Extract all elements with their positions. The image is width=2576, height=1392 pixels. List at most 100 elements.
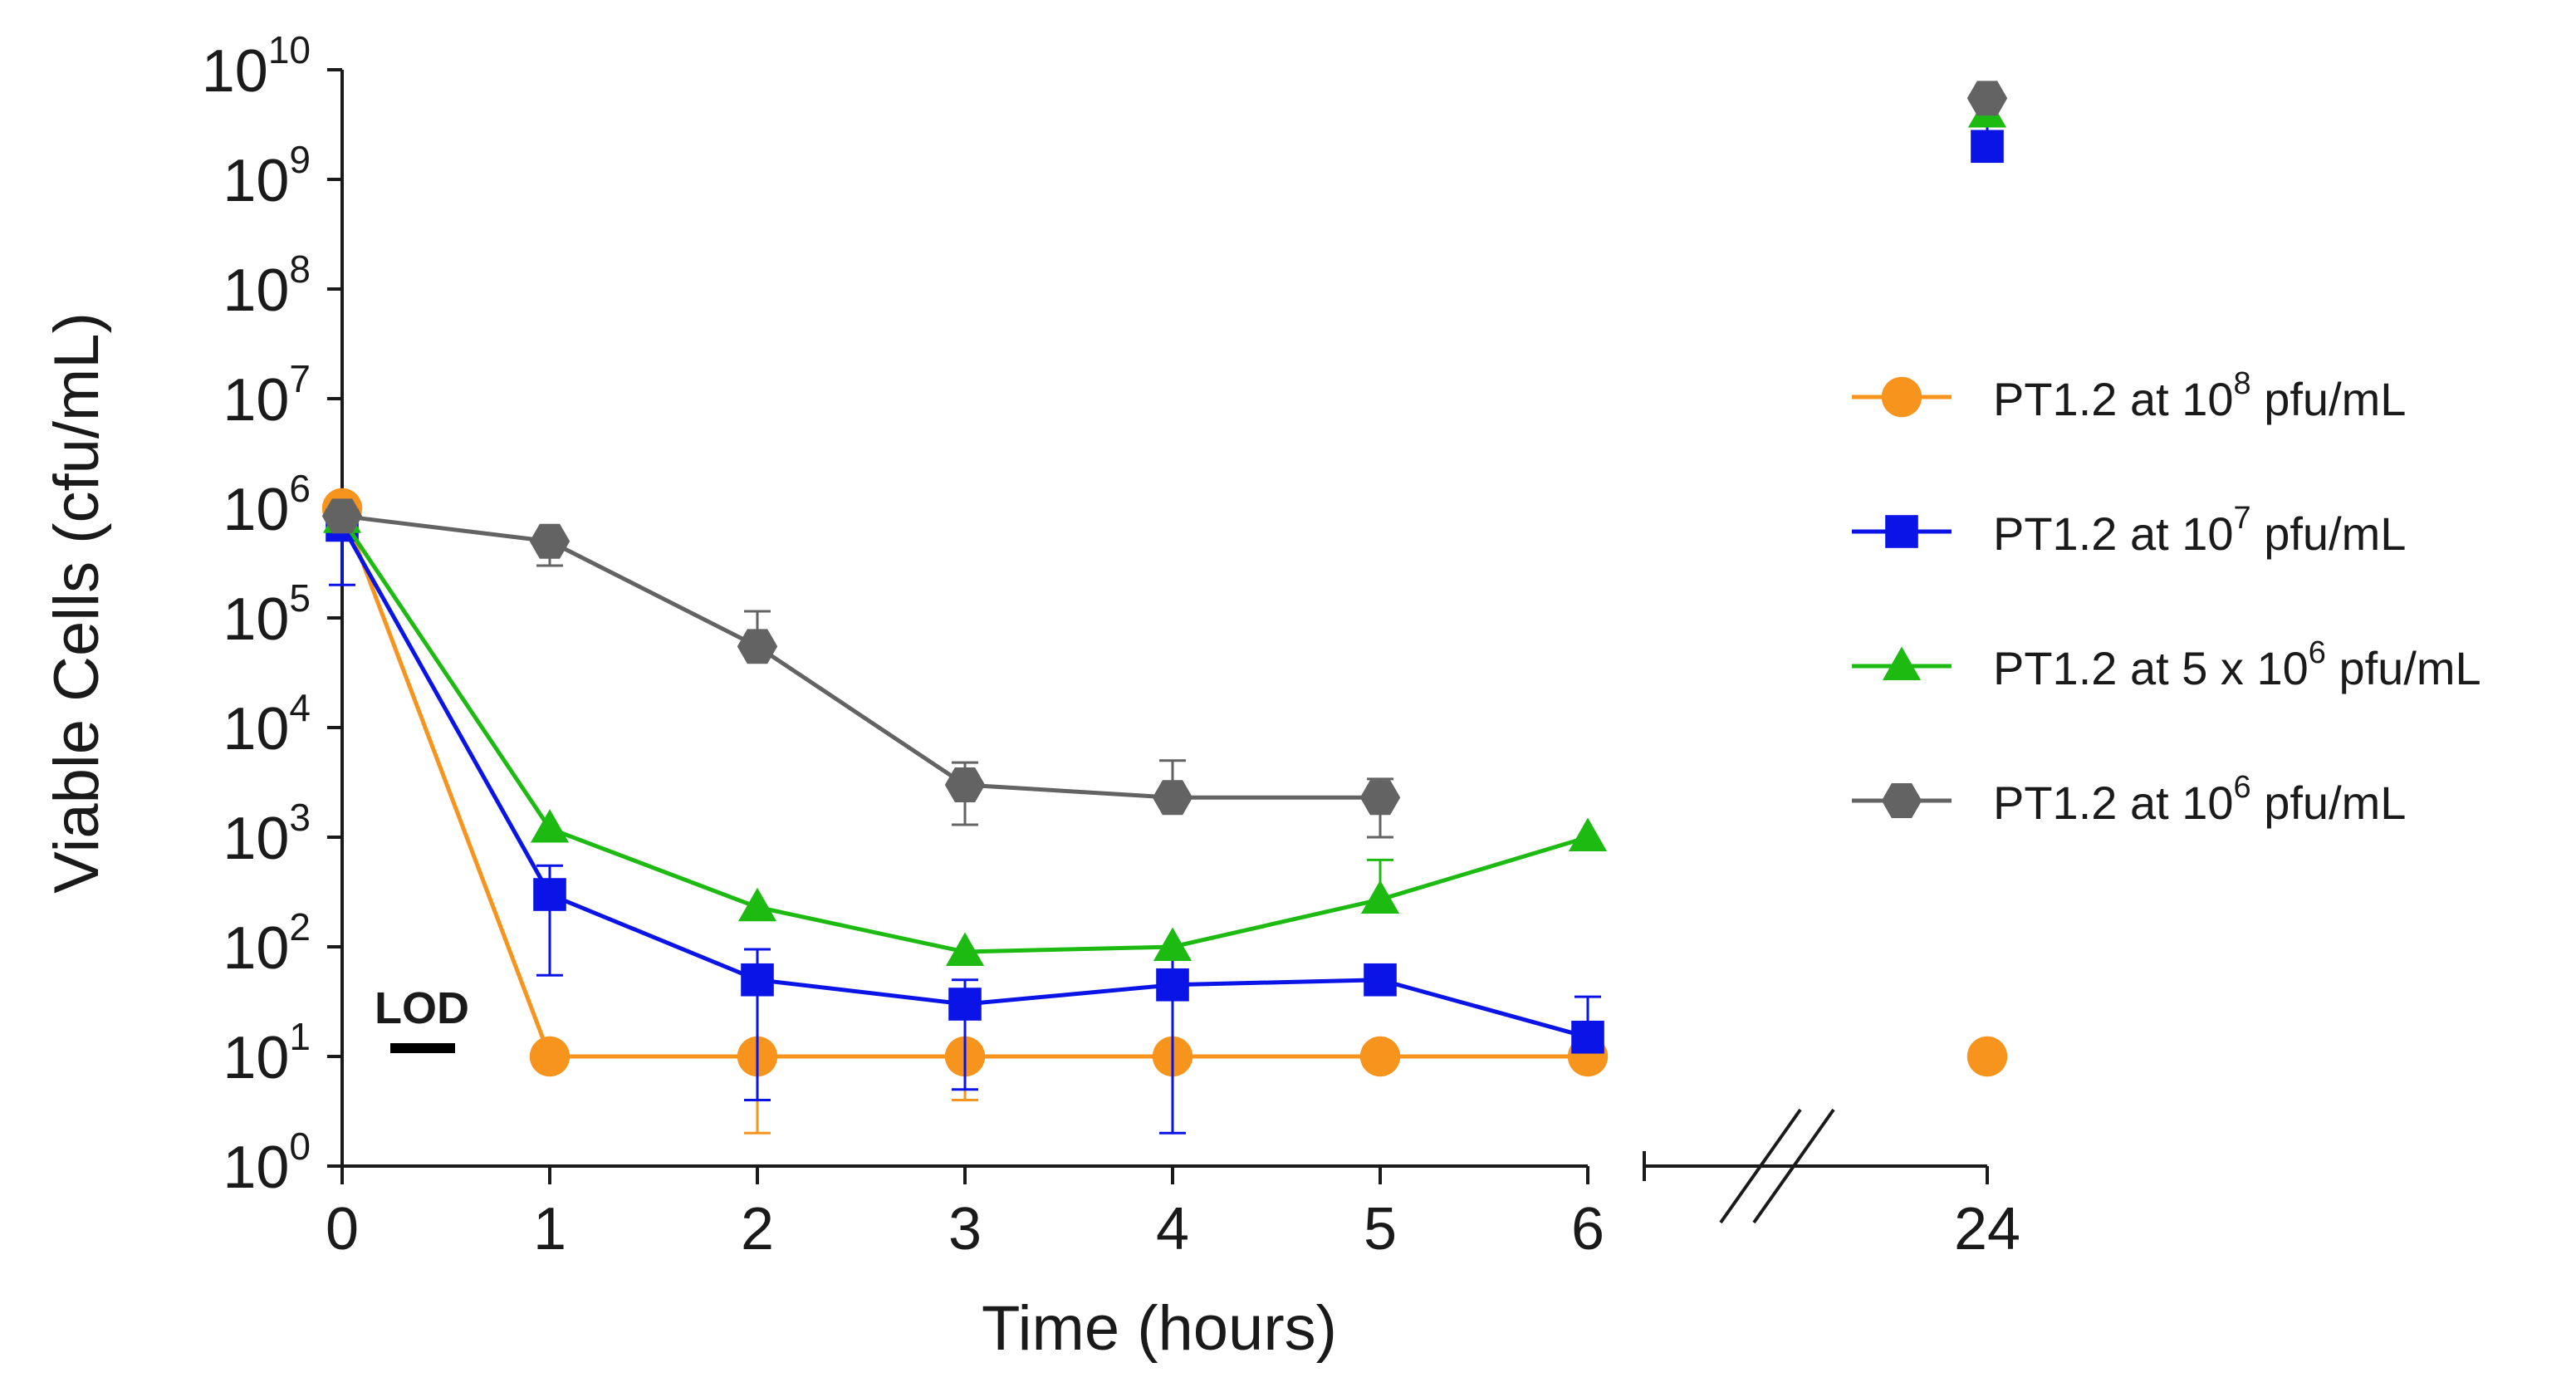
x-tick-label: 0: [326, 1196, 359, 1262]
legend-label-exponent: 8: [2234, 366, 2251, 401]
legend-swatch-marker: [1882, 646, 1922, 681]
y-tick-exponent: 10: [268, 28, 311, 71]
x-tick-label: 6: [1571, 1196, 1604, 1262]
y-axis-label: Viable Cells (cfu/mL): [42, 312, 112, 894]
x-axis-label: Time (hours): [982, 1293, 1337, 1364]
data-point: [1359, 1036, 1401, 1077]
y-tick-exponent: 8: [289, 248, 311, 291]
y-tick-base: 10: [202, 38, 268, 105]
legend-swatch-marker: [1885, 515, 1918, 548]
y-tick-label: 103: [223, 796, 311, 872]
axis-break-mark: [1719, 1108, 1802, 1224]
y-tick-base: 10: [223, 586, 289, 653]
legend-label-text: PT1.2 at 10: [1993, 507, 2234, 560]
y-tick-exponent: 9: [289, 138, 311, 181]
data-point: [529, 1036, 571, 1077]
series-line: [341, 513, 1380, 800]
data-point: [1966, 81, 2008, 116]
data-point: [1971, 130, 2004, 164]
series-2: [322, 94, 2007, 967]
data-point: [737, 887, 777, 922]
y-tick-base: 10: [223, 696, 289, 762]
data-point: [529, 523, 571, 559]
y-tick-label: 106: [223, 467, 311, 543]
x-tick-label: 1: [533, 1196, 566, 1262]
y-tick-base: 10: [223, 806, 289, 872]
y-tick-exponent: 4: [289, 686, 311, 729]
y-tick-label: 109: [223, 138, 311, 214]
x-tick-label: 4: [1156, 1196, 1189, 1262]
data-point: [1152, 780, 1193, 816]
legend-item: PT1.2 at 107 pfu/mL: [1852, 501, 2406, 560]
legend-label: PT1.2 at 5 x 106 pfu/mL: [1993, 635, 2481, 694]
y-tick-label: 102: [223, 905, 311, 982]
y-tick-base: 10: [223, 148, 289, 214]
legend-label-text: PT1.2 at 10: [1993, 373, 2234, 425]
y-tick-base: 10: [223, 915, 289, 982]
data-point: [1156, 968, 1189, 1002]
data-point: [1568, 817, 1608, 852]
x-tick-label: 2: [741, 1196, 774, 1262]
legend-label: PT1.2 at 106 pfu/mL: [1993, 770, 2406, 829]
legend-label-unit: pfu/mL: [2251, 507, 2407, 560]
y-tick-label: 100: [223, 1125, 311, 1201]
data-point: [945, 932, 985, 967]
y-tick-label: 104: [223, 686, 311, 762]
y-tick-base: 10: [223, 1135, 289, 1201]
x-tick-label: 24: [1954, 1196, 2020, 1262]
data-point: [1360, 880, 1400, 914]
legend-label-exponent: 6: [2309, 635, 2326, 670]
lod-label: LOD: [375, 983, 469, 1033]
legend-swatch-marker: [1881, 783, 1922, 818]
series-line: [340, 517, 1589, 954]
legend-label: PT1.2 at 107 pfu/mL: [1993, 501, 2406, 560]
data-point: [1966, 1036, 2008, 1077]
y-tick-label: 1010: [202, 28, 311, 105]
data-point: [530, 809, 570, 843]
y-tick-exponent: 5: [289, 576, 311, 620]
series-group: [321, 81, 2008, 1135]
data-point: [737, 629, 778, 664]
legend-swatch-marker: [1881, 376, 1922, 418]
y-tick-label: 105: [223, 576, 311, 653]
y-tick-exponent: 3: [289, 796, 311, 839]
data-point: [1153, 927, 1193, 962]
y-tick-base: 10: [223, 257, 289, 324]
data-point: [321, 498, 363, 534]
data-point: [1571, 1020, 1604, 1054]
data-point: [1364, 963, 1397, 997]
y-tick-exponent: 1: [289, 1015, 311, 1058]
data-point: [533, 878, 566, 911]
data-point: [944, 767, 986, 802]
data-point: [741, 963, 774, 997]
y-tick-label: 108: [223, 248, 311, 324]
legend-label-unit: pfu/mL: [2326, 642, 2481, 694]
y-tick-base: 10: [223, 477, 289, 543]
data-point: [948, 988, 982, 1021]
y-tick-exponent: 6: [289, 467, 311, 510]
y-tick-label: 107: [223, 357, 311, 434]
legend-label: PT1.2 at 108 pfu/mL: [1993, 366, 2406, 425]
x-tick-label: 5: [1364, 1196, 1397, 1262]
y-tick-exponent: 0: [289, 1125, 311, 1168]
data-point: [1359, 780, 1401, 816]
y-tick-label: 101: [223, 1015, 311, 1091]
legend-label-exponent: 7: [2234, 501, 2251, 536]
x-tick-label: 3: [948, 1196, 982, 1262]
series-3: [321, 81, 2008, 839]
legend-item: PT1.2 at 5 x 106 pfu/mL: [1852, 635, 2481, 694]
legend-item: PT1.2 at 106 pfu/mL: [1852, 770, 2406, 829]
series-1: [326, 106, 2004, 1135]
y-tick-base: 10: [223, 367, 289, 434]
y-tick-exponent: 7: [289, 357, 311, 400]
legend-label-unit: pfu/mL: [2251, 373, 2407, 425]
legend-label-unit: pfu/mL: [2251, 777, 2407, 829]
legend-label-text: PT1.2 at 10: [1993, 777, 2234, 829]
legend-label-exponent: 6: [2234, 770, 2251, 805]
y-tick-exponent: 2: [289, 905, 311, 948]
axis-break-mark: [1752, 1108, 1835, 1224]
legend-label-text: PT1.2 at 5 x 10: [1993, 642, 2309, 694]
